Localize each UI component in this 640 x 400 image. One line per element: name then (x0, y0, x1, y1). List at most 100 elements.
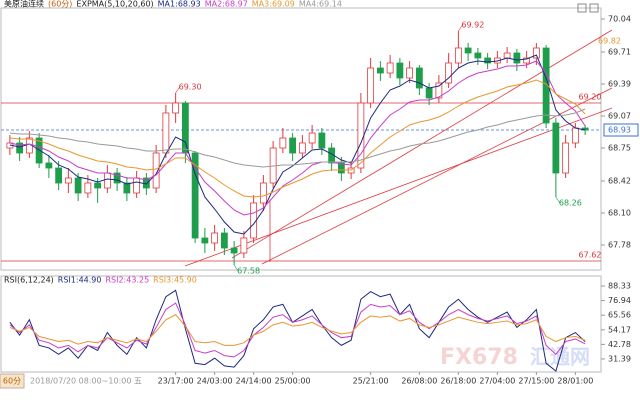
candle-body (172, 102, 180, 114)
header-text: MA2:68.97 (205, 0, 248, 9)
candle-body (523, 57, 531, 64)
indicator-line (9, 60, 586, 216)
candle-body (113, 172, 121, 184)
x-tick-label: 26/18:00 (440, 377, 476, 386)
candle-body (484, 57, 492, 64)
x-tick-label: 23/17:00 (158, 377, 194, 386)
candle-body (542, 47, 550, 124)
toolbar-icons (577, 3, 599, 13)
candle-body (503, 52, 511, 59)
candle-body (337, 162, 345, 174)
rsi-header-text: RSI2:43.25 (105, 276, 149, 285)
candle-body (84, 182, 92, 194)
y-tick-label: 67.78 (608, 241, 631, 250)
indicator-line (9, 313, 586, 346)
candle-body (211, 232, 219, 244)
candle-body (45, 162, 53, 169)
candle-body (532, 47, 540, 59)
annotation-label: 67.58 (237, 267, 260, 276)
candle-body (16, 142, 24, 154)
y-tick-label: 70.04 (608, 15, 631, 24)
candle-body (425, 87, 433, 99)
icon[interactable] (589, 3, 599, 13)
candle-body (259, 182, 267, 204)
candle-body (220, 232, 228, 249)
x-tick-label: 25/21:00 (353, 377, 389, 386)
rsi-header-text: RSI1:44.90 (58, 276, 102, 285)
y-tick-label: 65.56 (608, 311, 631, 320)
trend-line (184, 107, 613, 267)
y-tick-label: 69.07 (608, 112, 631, 121)
candle-body (454, 47, 462, 64)
hline-label: 67.62 (579, 251, 602, 260)
candle-body (552, 122, 560, 174)
candle-body (162, 112, 170, 154)
candle-body (415, 67, 423, 89)
candle-body (74, 177, 82, 194)
candle-body (562, 142, 570, 174)
annotation-leader (175, 86, 180, 94)
x-tick-label: 26/08:00 (401, 377, 437, 386)
candle-body (571, 127, 579, 144)
candle-body (396, 62, 404, 79)
annotation-label: 69.82 (598, 37, 621, 46)
y-tick-label: 69.39 (608, 80, 631, 89)
period-button[interactable] (0, 373, 25, 389)
annotation-leader (233, 264, 239, 272)
candle-body (386, 62, 394, 74)
x-tick-label: 25/00:00 (275, 377, 311, 386)
candle-body (376, 67, 384, 74)
candle-body (133, 177, 141, 194)
x-tick-label: 28/01:00 (557, 377, 593, 386)
rsi-header-text: RSI(6,12,24) (4, 276, 54, 285)
candle-body (103, 172, 111, 189)
annotation-label: 68.26 (559, 199, 582, 208)
icon[interactable] (577, 3, 587, 13)
trend-line (261, 87, 613, 265)
y-tick-label: 42.78 (608, 340, 631, 349)
indicator-line (9, 289, 586, 372)
rsi-header-text: RSI3:45.90 (153, 276, 197, 285)
watermark: FX678 (440, 345, 518, 370)
candle-body (357, 102, 365, 169)
indicator-line (9, 79, 586, 198)
indicator-line (9, 108, 586, 168)
period-button-label: 60分 (3, 377, 21, 386)
annotation-leader (555, 196, 561, 204)
candle-body (289, 137, 297, 154)
y-tick-label: 54.17 (608, 325, 631, 334)
y-tick-label: 68.42 (608, 177, 631, 186)
candle-body (123, 182, 131, 194)
candle-body (474, 52, 482, 59)
candle-body (308, 132, 316, 144)
candle-body (64, 177, 72, 184)
rsi-frame (0, 275, 602, 373)
x-tick-label: 24/14:00 (236, 377, 272, 386)
candle-body (55, 167, 63, 184)
hline-label: 68.93 (608, 126, 631, 135)
header-text: MA3:69.09 (252, 0, 295, 9)
main-frame (0, 7, 602, 271)
candle-body (240, 237, 248, 254)
y-tick-label: 88.33 (608, 282, 631, 291)
status-text: 2018/07/20 08:00~10:00 五 (30, 377, 142, 386)
candle-body (367, 67, 375, 104)
price-box (603, 123, 639, 137)
candle-body (318, 132, 326, 149)
header-text: 美原油连续 (4, 0, 44, 9)
header-text: (60分) (48, 0, 72, 9)
candle-body (279, 137, 287, 149)
candle-body (152, 152, 160, 189)
header-text: MA4:69.14 (299, 0, 342, 9)
y-tick-label: 68.75 (608, 144, 631, 153)
x-tick-label: 24/03:00 (197, 377, 233, 386)
candle-body (181, 102, 189, 154)
x-tick-label: 27/04:00 (479, 377, 515, 386)
y-tick-label: 31.39 (608, 354, 631, 363)
candle-body (201, 237, 209, 244)
header-text: EXPMA(5,10,20,60) (76, 0, 153, 9)
candle-body (94, 182, 102, 189)
x-tick-label: 27/15:00 (518, 377, 554, 386)
candle-body (435, 82, 443, 99)
